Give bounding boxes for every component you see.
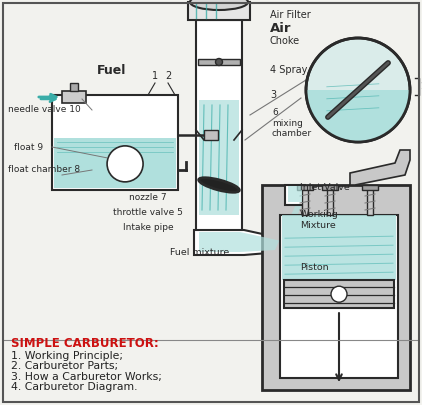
Text: Inlet Valve: Inlet Valve xyxy=(300,183,350,192)
Text: Fuel: Fuel xyxy=(97,64,127,77)
Text: throttle valve 5: throttle valve 5 xyxy=(113,208,183,217)
Ellipse shape xyxy=(199,178,239,192)
Text: Piston: Piston xyxy=(300,262,329,271)
Bar xyxy=(284,280,394,308)
Bar xyxy=(70,83,78,91)
Polygon shape xyxy=(194,205,310,255)
Circle shape xyxy=(306,38,410,142)
Bar xyxy=(285,185,305,205)
Bar xyxy=(54,138,176,188)
Bar xyxy=(367,187,373,215)
Polygon shape xyxy=(306,90,410,142)
Text: float 9: float 9 xyxy=(14,143,43,151)
Bar xyxy=(262,185,410,390)
Text: float chamber 8: float chamber 8 xyxy=(8,166,80,175)
Circle shape xyxy=(216,58,222,66)
Ellipse shape xyxy=(190,0,248,10)
Bar xyxy=(327,187,333,215)
Text: 3. How a Carburetor Works;: 3. How a Carburetor Works; xyxy=(11,371,162,382)
Bar xyxy=(62,91,86,103)
Bar xyxy=(199,100,239,215)
Text: SIMPLE CARBURETOR:: SIMPLE CARBURETOR: xyxy=(11,337,158,350)
Bar xyxy=(52,95,178,190)
Text: Intake pipe: Intake pipe xyxy=(123,223,173,232)
Text: Air: Air xyxy=(270,22,292,35)
Text: 1. Working Principle;: 1. Working Principle; xyxy=(11,351,122,361)
Text: 4. Carburetor Diagram.: 4. Carburetor Diagram. xyxy=(11,382,137,392)
Text: needle valve 10: needle valve 10 xyxy=(8,105,81,115)
Bar xyxy=(282,215,396,280)
Text: Choke: Choke xyxy=(270,36,300,46)
Text: Working
Mixture: Working Mixture xyxy=(300,210,339,230)
Text: nozzle 7: nozzle 7 xyxy=(129,193,167,202)
Circle shape xyxy=(107,146,143,182)
Bar xyxy=(196,20,242,235)
Bar xyxy=(288,186,302,202)
Text: Air Filter: Air Filter xyxy=(270,10,311,20)
Bar xyxy=(204,130,218,140)
Text: 1 MM: 1 MM xyxy=(421,82,422,91)
Bar xyxy=(322,185,338,190)
Polygon shape xyxy=(199,200,303,252)
Bar xyxy=(362,185,378,190)
Bar xyxy=(280,215,398,378)
Bar xyxy=(302,187,308,215)
Bar xyxy=(198,59,240,65)
Polygon shape xyxy=(350,150,410,185)
Bar xyxy=(188,2,250,20)
Text: Fuel mixture: Fuel mixture xyxy=(170,248,230,257)
Text: 1: 1 xyxy=(152,71,158,81)
Bar xyxy=(297,185,313,190)
Text: 6
mixing
chamber: 6 mixing chamber xyxy=(272,108,312,138)
Text: 4 Spray: 4 Spray xyxy=(270,65,307,75)
Text: 3: 3 xyxy=(270,90,276,100)
Text: 2. Carburetor Parts;: 2. Carburetor Parts; xyxy=(11,361,118,371)
Text: 2: 2 xyxy=(165,71,171,81)
Circle shape xyxy=(331,286,347,302)
